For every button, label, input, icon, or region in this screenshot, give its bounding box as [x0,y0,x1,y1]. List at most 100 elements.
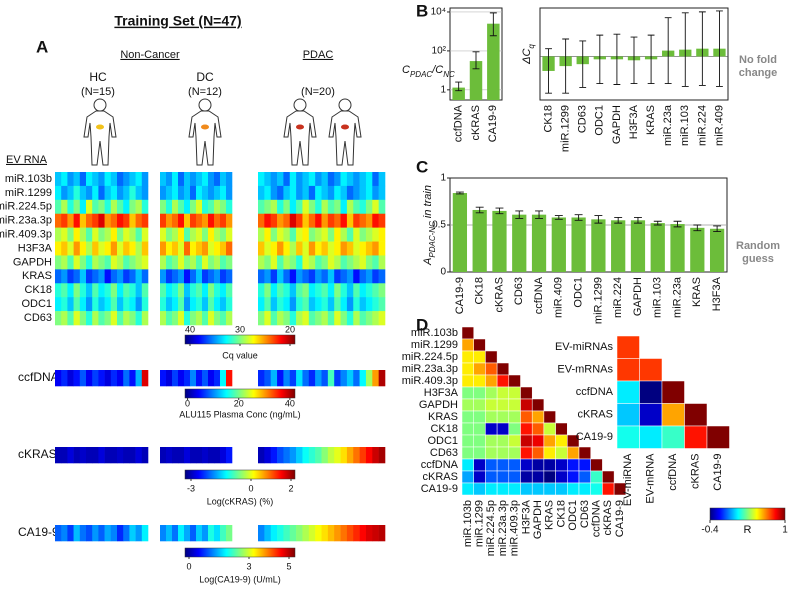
heatmap-cell [334,297,341,312]
heatmap-cell [264,311,271,326]
corr-cell [531,410,545,424]
heatmap-cell [264,241,271,256]
corr-cell [461,422,474,436]
heatmap-cell [372,227,379,242]
heatmap-cell [202,172,209,187]
heatmap-cell [302,255,310,270]
heatmap-cell [270,172,278,187]
corr-cell [590,470,603,484]
heatmap-cell [353,255,360,270]
x-tick-label: GAPDH [632,277,644,316]
heatmap-cell [178,297,185,312]
heatmap-cell [92,283,99,298]
heatmap-cell [172,213,179,228]
heatmap-cell [359,199,367,215]
heatmap-cell [184,525,191,542]
col-label: miR.409.3p [509,500,521,556]
corr-cell [520,410,533,424]
heatmap-cell [67,297,74,312]
heatmap-cell [172,227,179,242]
heatmap-cell [289,525,297,542]
heatmap-cell [220,213,227,228]
heatmap-cell [129,283,136,298]
heatmap-cell [86,370,93,387]
x-tick-label: H3F3A [628,104,640,139]
heatmap-cell [135,213,143,228]
heatmap-cell [340,255,348,270]
row-label: ccfDNA [18,370,59,384]
corr-cell [485,482,498,496]
heatmap-cell [86,283,93,298]
heatmap-cell [378,269,386,284]
corr-cell [496,482,510,496]
heatmap-cell [365,172,373,187]
heatmap-cell [365,283,373,298]
corr-cell [543,458,556,472]
heatmap-cell [190,370,197,387]
heatmap-cell [372,283,379,298]
corr-cell [461,482,474,496]
corr-cell [473,446,486,460]
error-bar [613,33,621,85]
heatmap-cell [98,525,105,542]
heatmap-cell [220,269,227,284]
heatmap-cell [327,172,335,187]
heatmap-cell [104,311,112,326]
corr-cell [639,403,663,427]
corr-cell [567,482,580,496]
row-label: miR.23a.3p [0,215,52,227]
error-bar [535,210,543,219]
x-tick-label: ccfDNA [533,276,545,314]
heatmap-cell [283,525,291,542]
heatmap-cell [270,297,278,312]
heatmap-cell [296,297,303,312]
heatmap-cell [308,447,316,464]
colorbar [184,469,296,480]
row-label: KRAS [22,270,52,282]
heatmap-cell [220,525,227,542]
heatmap-cell [353,283,360,298]
corr-cell [508,434,521,448]
heatmap-cell [98,227,105,242]
heatmap-cell [315,241,322,256]
heatmap-cell [92,255,99,270]
error-bar [634,217,642,224]
heatmap-cell [378,199,386,215]
heatmap-cell [208,213,215,228]
corr-cell [461,374,474,388]
heatmap-cell [55,255,62,270]
heatmap-cell [110,283,118,298]
row-header: EV RNA [6,154,48,166]
bar [472,209,487,272]
heatmap-cell [321,283,329,298]
heatmap-cell [166,172,173,187]
y-axis-label: CPDAC/CNC [402,64,455,79]
heatmap-cell [226,447,233,464]
heatmap-cell [110,227,118,242]
colorbar-tick-label: 0 [186,561,191,571]
heatmap-cell [184,213,191,228]
heatmap-cell [296,283,303,298]
group-count: (N=12) [188,86,222,98]
heatmap-cell [296,241,303,256]
heatmap-cell [277,227,284,242]
figure-title: Training Set (N=47) [114,13,241,29]
corr-cell [543,470,556,484]
heatmap-cell [308,269,316,284]
heatmap-cell [104,370,112,387]
heatmap-cell [55,370,62,387]
error-bar [630,36,638,84]
corr-cell [567,470,580,484]
heatmap-cell [258,227,265,242]
heatmap-cell [190,447,197,464]
error-bar [673,220,682,228]
heatmap-cell [55,241,62,256]
heatmap-cell [73,283,81,298]
heatmap-cell [141,269,149,284]
x-tick-label: miR.103 [679,105,691,146]
heatmap-cell [61,213,68,228]
heatmap-cell [214,311,221,326]
heatmap-cell [359,213,367,228]
heatmap-cell [214,172,221,187]
